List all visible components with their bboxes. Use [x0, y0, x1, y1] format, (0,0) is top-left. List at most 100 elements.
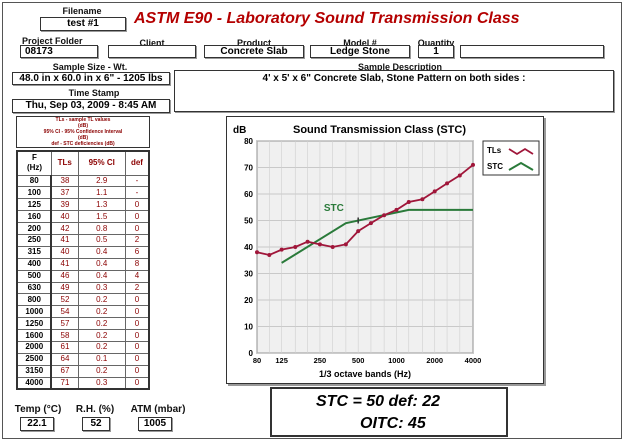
cell-ci: 0.4	[77, 269, 126, 283]
rh-field[interactable]: 52	[82, 417, 110, 431]
legend-swatch-stc	[508, 161, 534, 171]
cell-ci: 0.4	[77, 245, 126, 259]
table-row: 80 38 2.9-	[16, 174, 150, 188]
x-tick-label: 1000	[388, 356, 405, 365]
y-axis-label: dB	[233, 125, 246, 136]
quantity-field[interactable]: 1	[418, 45, 454, 58]
table-row: 125 39 1.3 0	[16, 198, 150, 212]
cell-def: 0	[124, 376, 150, 390]
cell-ci: 0.3	[77, 376, 126, 390]
legend-note: (dB)	[78, 123, 88, 129]
tls-point	[267, 252, 272, 257]
oitc-value: OITC: 45	[360, 415, 426, 432]
tls-point	[394, 207, 399, 212]
cell-ci: 0.2	[77, 329, 126, 342]
cell-ci: 0.5	[77, 233, 126, 247]
project-folder-field[interactable]: 08173	[20, 45, 98, 58]
legend-note: 95% CI - 95% Confidence Interval	[43, 129, 123, 135]
model-field[interactable]: Ledge Stone	[310, 45, 410, 58]
table-row: 2500 64 0.1 0	[16, 352, 150, 366]
cell-ci: 0.4	[77, 257, 126, 271]
timestamp-field[interactable]: Thu, Sep 03, 2009 - 8:45 AM	[12, 99, 170, 113]
cell-ci: 2.9	[77, 174, 126, 188]
cell-tls: 41	[50, 257, 79, 271]
cell-ci: 0.2	[77, 305, 126, 319]
tls-point	[471, 162, 475, 167]
sample-description-field[interactable]: 4' x 5' x 6" Concrete Slab, Stone Patter…	[174, 70, 614, 112]
atm-field[interactable]: 1005	[138, 417, 172, 431]
y-tick-label: 80	[244, 137, 253, 146]
cell-frequency: 250	[16, 233, 53, 247]
table-row: 250 41 0.5 2	[16, 233, 150, 247]
x-tick-label: 2000	[426, 356, 443, 365]
x-tick-label: 500	[352, 356, 365, 365]
cell-frequency: 800	[16, 293, 53, 307]
cell-tls: 54	[50, 305, 79, 319]
cell-ci: 0.2	[77, 364, 126, 378]
freq-header-line1: F	[32, 153, 37, 163]
client-field[interactable]	[108, 45, 196, 58]
x-tick-label: 250	[314, 356, 327, 365]
cell-tls: 57	[50, 317, 79, 331]
tls-point	[445, 181, 450, 186]
tls-point	[255, 250, 259, 255]
cell-tls: 42	[50, 222, 79, 235]
y-tick-label: 20	[244, 296, 253, 305]
cell-ci: 1.5	[77, 210, 126, 224]
cell-tls: 67	[50, 364, 79, 378]
y-tick-label: 60	[244, 190, 253, 199]
table-row: 1000 54 0.2 0	[16, 305, 150, 319]
stc-chart: 0 10 20 30 40 50 60 70 80 80 125 250 500 1000 2000 4000…	[226, 116, 544, 384]
tls-point	[432, 189, 437, 194]
cell-def: 6	[124, 245, 150, 259]
cell-tls: 40	[50, 245, 79, 259]
cell-frequency: 2000	[16, 340, 53, 354]
atm-label: ATM (mbar)	[130, 404, 186, 415]
table-row: 100 37 1.1-	[16, 186, 150, 200]
filename-field[interactable]: test #1	[40, 17, 126, 31]
cell-tls: 41	[50, 233, 79, 247]
product-field[interactable]: Concrete Slab	[204, 45, 304, 58]
tls-point	[279, 247, 284, 252]
cell-ci: 0.2	[77, 317, 126, 331]
extra-field[interactable]	[460, 45, 604, 58]
cell-def: 0	[124, 317, 150, 331]
cell-tls: 40	[50, 210, 79, 224]
cell-def: -	[124, 174, 150, 188]
x-tick-label: 80	[253, 356, 261, 365]
tls-point	[382, 213, 387, 218]
col-header-ci: 95% CI	[77, 150, 126, 176]
y-tick-label: 10	[244, 323, 253, 332]
cell-def: 0	[124, 222, 150, 235]
legend-label-tls: TLs	[487, 146, 502, 155]
legend-note: def - STC deficiencies (dB)	[51, 141, 115, 147]
tl-table: F (Hz) TLs 95% CI def 80 38 2.9-100 37 1.1-12…	[16, 150, 150, 391]
cell-def: 0	[124, 329, 150, 342]
sample-size-label: Sample Size - Wt.	[52, 62, 128, 72]
legend-note: TLs - sample TL values	[55, 117, 111, 123]
cell-tls: 64	[50, 352, 79, 366]
cell-ci: 1.3	[77, 198, 126, 212]
tls-point	[293, 245, 298, 249]
legend-notes: TLs - sample TL values (dB) 95% CI - 95%…	[16, 116, 150, 148]
tls-point	[343, 242, 348, 247]
table-row: 400 41 0.4 8	[16, 257, 150, 271]
sample-size-field[interactable]: 48.0 in x 60.0 in x 6" - 1205 lbs	[12, 72, 170, 85]
table-row: 1250 57 0.2 0	[16, 317, 150, 331]
y-tick-label: 0	[249, 349, 254, 358]
cell-def: 8	[124, 257, 150, 271]
cell-tls: 49	[50, 281, 79, 295]
cell-tls: 52	[50, 293, 79, 307]
table-row: 630 49 0.3 2	[16, 281, 150, 295]
cell-def: -	[124, 186, 150, 200]
temp-field[interactable]: 22.1	[20, 417, 54, 431]
tls-point	[457, 173, 462, 178]
page-title: ASTM E90 - Laboratory Sound Transmission…	[134, 10, 520, 27]
cell-def: 0	[124, 198, 150, 212]
cell-tls: 71	[50, 376, 79, 390]
cell-tls: 39	[50, 198, 79, 212]
freq-header-line2: (Hz)	[26, 163, 43, 173]
tls-point	[317, 242, 322, 247]
cell-def: 0	[124, 305, 150, 319]
stc-annotation: STC	[324, 203, 344, 214]
